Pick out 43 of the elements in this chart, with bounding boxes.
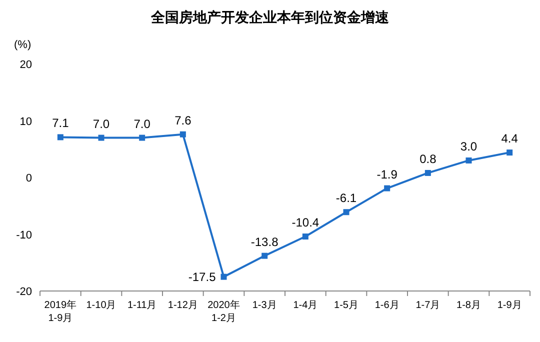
point xyxy=(343,209,350,216)
x-tick-label: 1-7月 xyxy=(416,300,440,311)
x-tick-label: 2019年 1-9月 xyxy=(44,299,77,324)
point xyxy=(262,252,268,259)
data-label: -17.5 xyxy=(188,270,216,284)
point xyxy=(384,185,390,192)
data-label: 7.6 xyxy=(174,113,192,128)
point xyxy=(506,150,513,156)
y-axis-title: (%) xyxy=(14,39,32,51)
point xyxy=(180,131,186,138)
x-tick-label: 1-12月 xyxy=(168,300,198,311)
x-tick-label: 2020年 1-2月 xyxy=(208,299,240,324)
y-tick-label: 0 xyxy=(26,172,32,184)
data-label: 7.1 xyxy=(52,116,70,130)
data-label: -1.9 xyxy=(376,167,398,182)
x-tick-label: 1-9月 xyxy=(497,300,522,311)
point xyxy=(139,134,146,141)
x-tick-label: 1-5月 xyxy=(334,300,358,311)
x-tick-label: 1-11月 xyxy=(127,300,157,311)
point xyxy=(57,134,64,140)
x-tick-label: 1-6月 xyxy=(374,300,400,311)
data-label: -13.8 xyxy=(250,234,279,249)
x-tick-label: 1-10月 xyxy=(86,300,116,311)
y-tick-label: 10 xyxy=(20,116,32,128)
point xyxy=(98,134,104,141)
point xyxy=(302,234,308,240)
point xyxy=(220,274,227,280)
chart-title: 全国房地产开发企业本年到位资金增速 xyxy=(150,9,390,25)
data-label: 4.4 xyxy=(501,132,518,146)
point xyxy=(466,157,472,164)
x-tick-label: 1-4月 xyxy=(293,300,318,311)
data-label: -6.1 xyxy=(336,191,357,206)
data-label: 0.8 xyxy=(420,152,437,166)
data-label: 7.0 xyxy=(134,116,151,131)
x-tick-label: 1-8月 xyxy=(456,300,481,311)
point xyxy=(424,170,431,176)
x-tick-label: 1-3月 xyxy=(252,300,277,311)
y-tick-label: -10 xyxy=(16,229,32,242)
y-tick-label: -20 xyxy=(16,286,32,298)
data-label: 3.0 xyxy=(460,139,478,154)
data-label: 7.0 xyxy=(92,116,110,131)
data-label: -10.4 xyxy=(292,216,320,230)
y-tick-label: 20 xyxy=(20,59,32,71)
